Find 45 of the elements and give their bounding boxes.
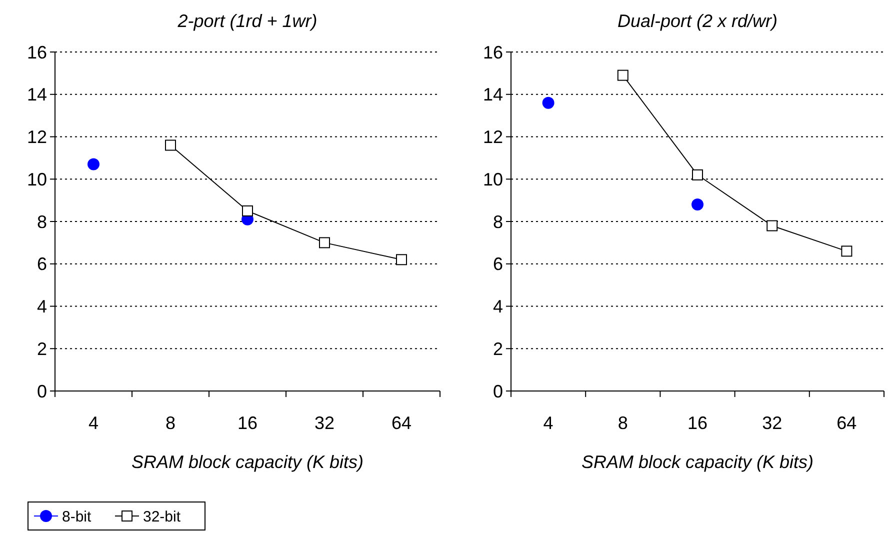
x-axis-title: SRAM block capacity (K bits) — [131, 452, 364, 472]
x-tick-label: 16 — [687, 413, 708, 433]
y-tick-label: 0 — [36, 381, 47, 402]
y-tick-label: 14 — [482, 84, 503, 105]
y-tick-label: 14 — [26, 84, 47, 105]
x-tick-label: 64 — [836, 413, 857, 433]
point — [319, 237, 330, 248]
y-tick-label: 6 — [36, 254, 47, 274]
legend-label: 8-bit — [62, 508, 92, 526]
point — [766, 220, 778, 232]
y-tick-label: 10 — [482, 169, 503, 190]
point — [692, 169, 703, 180]
point — [692, 198, 704, 211]
y-tick-label: 12 — [482, 127, 503, 148]
x-tick-label: 32 — [762, 413, 782, 433]
x-tick-label: 8 — [618, 413, 628, 433]
x-tick-label: 32 — [314, 413, 335, 433]
x-axis-title: SRAM block capacity (K bits) — [581, 452, 814, 472]
point — [841, 246, 852, 257]
y-tick-label: 8 — [36, 212, 47, 232]
x-tick-label: 4 — [543, 413, 554, 433]
chart-title: 2-port (1rd + 1wr) — [176, 11, 318, 31]
x-tick-label: 64 — [391, 413, 412, 433]
y-tick-label: 2 — [36, 338, 47, 359]
y-tick-label: 16 — [482, 42, 503, 62]
y-tick-label: 0 — [492, 381, 503, 402]
point — [242, 205, 253, 216]
y-tick-label: 6 — [492, 254, 503, 274]
x-tick-label: 4 — [88, 413, 99, 433]
point — [88, 158, 100, 170]
y-tick-label: 12 — [26, 127, 47, 148]
point — [165, 140, 176, 151]
y-tick-label: 16 — [26, 42, 47, 62]
point — [617, 70, 628, 81]
point — [542, 96, 554, 109]
chart-title: Dual-port (2 x rd/wr) — [617, 11, 778, 31]
y-tick-label: 2 — [492, 338, 503, 359]
y-tick-label: 4 — [36, 296, 47, 317]
y-tick-label: 10 — [26, 169, 47, 190]
legend-label: 32-bit — [143, 508, 182, 526]
x-tick-label: 16 — [237, 413, 258, 433]
point — [396, 254, 407, 266]
x-tick-label: 8 — [165, 413, 176, 433]
y-tick-label: 8 — [492, 212, 503, 232]
y-tick-label: 4 — [492, 296, 503, 317]
